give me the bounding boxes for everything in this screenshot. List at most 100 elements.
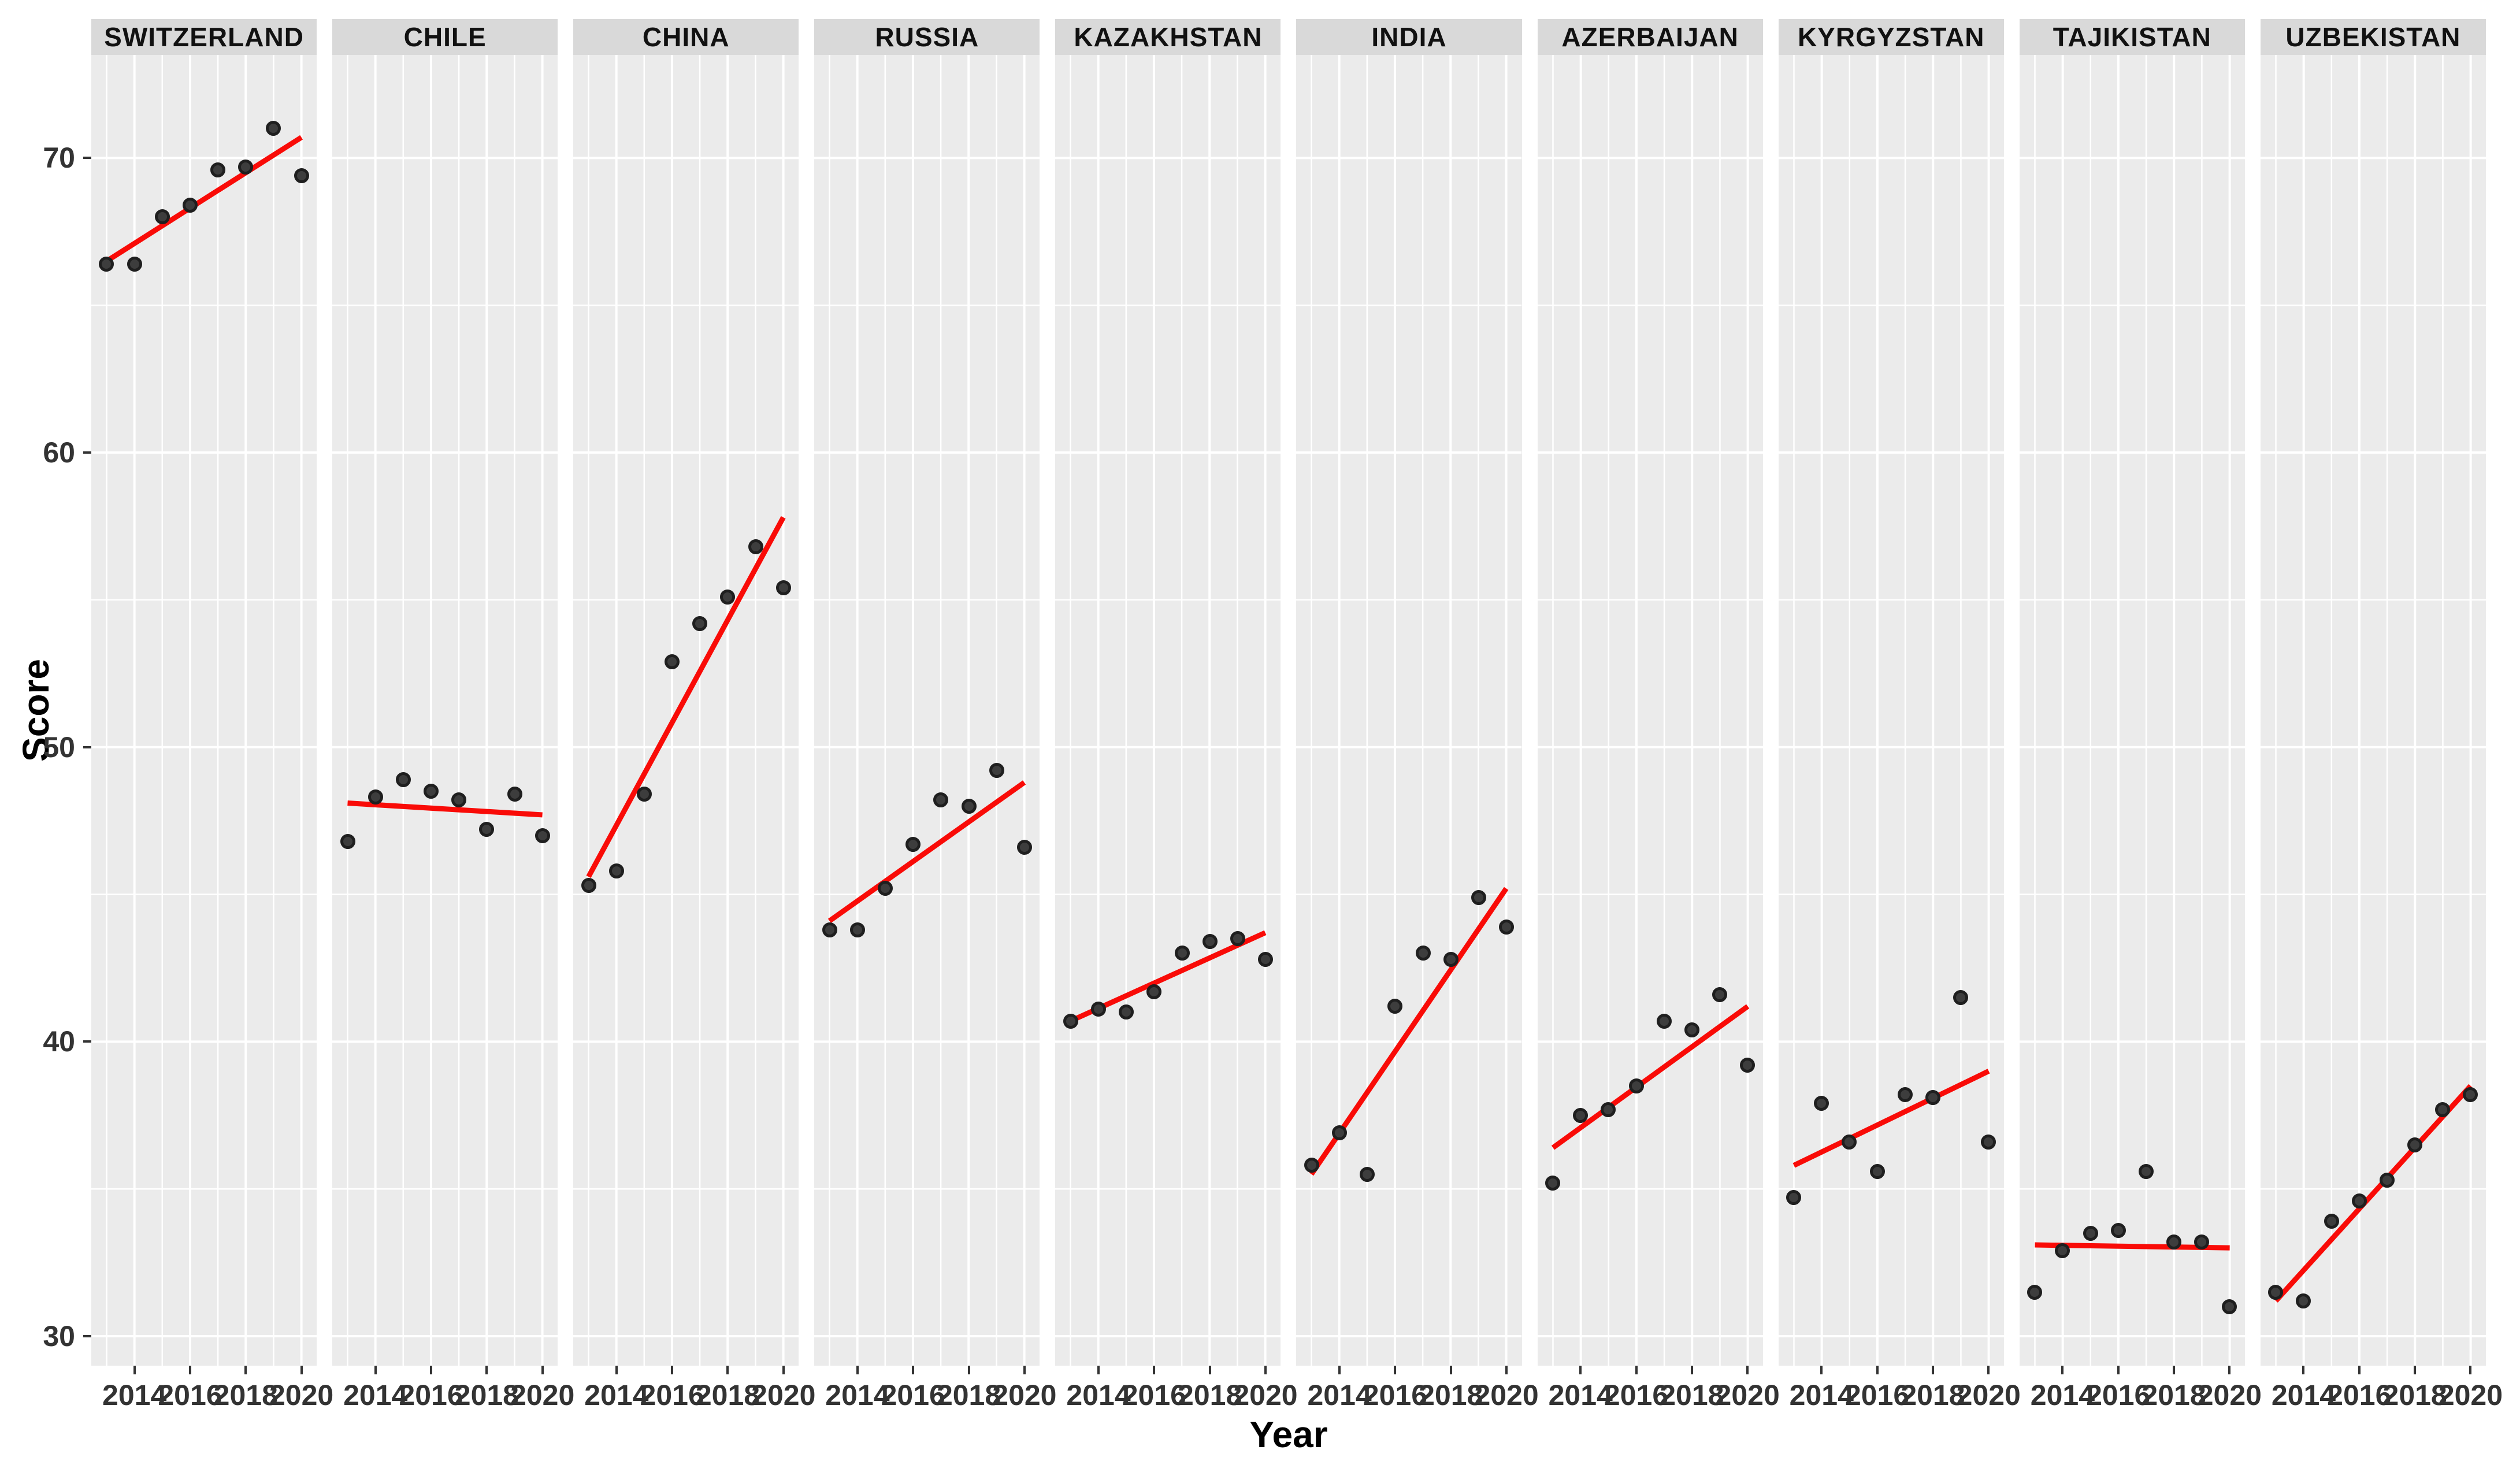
data-point: [127, 256, 142, 272]
x-tick-label: 2016: [1844, 1379, 1910, 1411]
x-tick-mark: [2117, 1366, 2120, 1374]
x-tick-mark: [1394, 1366, 1397, 1374]
y-tick-mark: [83, 1040, 91, 1043]
panel-grid-and-trend: [91, 55, 317, 1366]
x-tick-label: 2020: [1956, 1379, 2021, 1411]
x-tick-mark: [1579, 1366, 1582, 1374]
x-tick-label: 2014: [102, 1379, 167, 1411]
facet-panel: [814, 55, 1040, 1366]
data-point: [2222, 1299, 2237, 1315]
facet-panel: [2260, 55, 2486, 1366]
data-point: [2379, 1172, 2395, 1188]
x-tick-mark: [1153, 1366, 1156, 1374]
x-tick-label: 2018: [1660, 1379, 1724, 1411]
facet-panels-row: SWITZERLAND 2014 2016 2018 2020 CHILE 2014 2016…: [91, 19, 2503, 1411]
facet-strip: SWITZERLAND: [91, 19, 317, 55]
y-tick-label: 60: [43, 436, 75, 469]
data-point: [1304, 1158, 1319, 1173]
x-tick-mark: [1690, 1366, 1693, 1374]
data-point: [608, 863, 624, 878]
data-point: [1601, 1102, 1616, 1117]
trend-line: [1794, 1071, 1988, 1165]
data-point: [507, 787, 522, 802]
x-tick-label: 2020: [751, 1379, 816, 1411]
data-point: [154, 209, 170, 225]
facet: AZERBAIJAN 2014 2016 2018 2020: [1537, 19, 1780, 1411]
x-tick-mark: [133, 1366, 136, 1374]
facet-strip: UZBEKISTAN: [2260, 19, 2486, 55]
y-tick-label: 40: [43, 1025, 75, 1058]
data-point: [479, 822, 495, 837]
facet-panel: [1055, 55, 1281, 1366]
x-tick-label: 2018: [1901, 1379, 1965, 1411]
data-point: [989, 763, 1004, 778]
data-point: [1063, 1013, 1078, 1029]
x-tick-mark: [1746, 1366, 1749, 1374]
facet-panel: [332, 55, 558, 1366]
data-point: [210, 162, 226, 177]
data-point: [2435, 1102, 2451, 1117]
facet: KYRGYZSTAN 2014 2016 2018 2020: [1778, 19, 2021, 1411]
x-tick-mark: [1635, 1366, 1638, 1374]
data-point: [1545, 1176, 1561, 1191]
data-point: [424, 784, 439, 799]
y-axis: 30 40 50 60 70: [0, 55, 91, 1366]
data-point: [1573, 1107, 1589, 1123]
x-tick-label: 2018: [2382, 1379, 2447, 1411]
data-point: [581, 878, 596, 894]
x-tick-label: 2014: [1307, 1379, 1372, 1411]
data-point: [2055, 1243, 2070, 1259]
data-point: [878, 881, 893, 896]
x-tick-label: 2020: [992, 1379, 1057, 1411]
facet: RUSSIA 2014 2016 2018 2020: [814, 19, 1056, 1411]
data-point: [1656, 1013, 1672, 1029]
y-tick-mark: [83, 157, 91, 160]
trend-line: [2276, 1086, 2470, 1301]
x-tick-label: 2014: [2030, 1379, 2095, 1411]
data-point: [2194, 1234, 2210, 1250]
data-point: [1628, 1078, 1644, 1093]
data-point: [1443, 951, 1458, 967]
y-tick-label: 30: [43, 1320, 75, 1353]
data-point: [238, 159, 254, 175]
data-point: [1174, 946, 1190, 961]
data-point: [368, 789, 383, 805]
x-tick-row: 2014 2016 2018 2020: [2020, 1366, 2262, 1435]
data-point: [1360, 1166, 1375, 1182]
data-point: [720, 589, 736, 605]
data-point: [665, 654, 680, 669]
data-point: [1091, 1002, 1107, 1017]
data-point: [692, 616, 708, 631]
x-tick-label: 2020: [1233, 1379, 1298, 1411]
x-tick-label: 2020: [510, 1379, 575, 1411]
data-point: [961, 798, 977, 814]
x-tick-row: 2014 2016 2018 2020: [1055, 1366, 1298, 1435]
y-tick-mark: [83, 451, 91, 454]
x-tick-label: 2016: [1604, 1379, 1669, 1411]
x-tick-mark: [782, 1366, 785, 1374]
data-point: [2463, 1087, 2478, 1103]
data-point: [1981, 1134, 1996, 1150]
data-point: [636, 787, 652, 802]
x-tick-mark: [300, 1366, 303, 1374]
panel-grid-and-trend: [814, 55, 1040, 1366]
facet: UZBEKISTAN 2014 2016 2018 2020: [2260, 19, 2503, 1411]
data-point: [294, 168, 309, 183]
x-tick-label: 2016: [1363, 1379, 1428, 1411]
x-tick-mark: [726, 1366, 729, 1374]
x-tick-mark: [2173, 1366, 2176, 1374]
x-tick-label: 2016: [1122, 1379, 1186, 1411]
data-point: [1471, 889, 1486, 905]
x-tick-mark: [912, 1366, 915, 1374]
data-point: [1257, 951, 1273, 967]
data-point: [1953, 989, 1969, 1005]
data-point: [1869, 1163, 1885, 1179]
x-tick-label: 2014: [825, 1379, 890, 1411]
x-tick-label: 2020: [2197, 1379, 2262, 1411]
x-tick-label: 2020: [269, 1379, 334, 1411]
data-point: [1897, 1087, 1913, 1103]
panel-grid-and-trend: [1296, 55, 1521, 1366]
y-tick-mark: [83, 746, 91, 748]
data-point: [1016, 839, 1032, 855]
